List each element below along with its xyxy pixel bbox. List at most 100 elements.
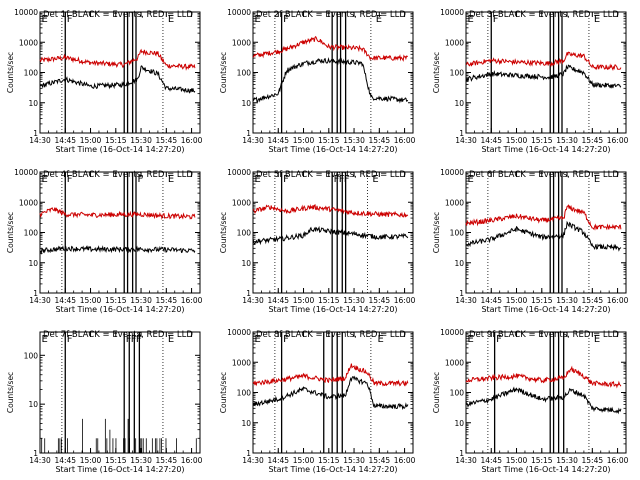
chart-panel-3: Det 3f BLACK = Events, RED = LLD 1 10 100 10…: [432, 8, 629, 154]
lld-rate-line: [252, 363, 409, 387]
y-tick-label: 1: [246, 289, 251, 298]
segment-annotation: F: [493, 14, 499, 25]
event-rate-line: [39, 245, 196, 255]
y-tick-label: 1000: [19, 38, 38, 47]
x-tick-label: 14:30: [242, 456, 264, 465]
y-tick-label: 1000: [445, 38, 464, 47]
x-axis-label: Start Time (16-Oct-14 14:27:20): [268, 465, 397, 474]
y-axis-label: Counts/sec: [432, 372, 441, 413]
chart-title: Det 1f BLACK = Events, RED = LLD: [43, 10, 193, 20]
x-axis-label: Start Time (16-Oct-14 14:27:20): [55, 145, 184, 154]
chart-panel-6: Det 6f BLACK = Events, RED = LLD 1 10 100 10…: [432, 168, 629, 314]
segment-annotation: F: [136, 334, 142, 345]
x-tick-label: 15:00: [80, 296, 102, 305]
x-tick-label: 15:15: [105, 456, 127, 465]
event-rate-line: [252, 375, 409, 411]
segment-annotation: F: [126, 334, 132, 345]
x-tick-label: 15:30: [130, 456, 152, 465]
y-tick-label: 10000: [14, 8, 38, 17]
x-tick-label: 14:30: [455, 456, 477, 465]
segment-annotation: F: [496, 334, 502, 345]
y-tick-label: 10: [454, 259, 464, 268]
y-tick-label: 10: [28, 400, 38, 409]
x-tick-label: 15:45: [156, 456, 178, 465]
lld-rate-line: [252, 203, 409, 218]
chart-title: Det 6f BLACK = Events, RED = LLD: [469, 170, 619, 180]
x-tick-label: 15:15: [105, 136, 127, 145]
y-tick-label: 10: [28, 99, 38, 108]
x-axis-label: Start Time (16-Oct-14 14:27:20): [55, 305, 184, 314]
x-tick-label: 15:00: [506, 456, 528, 465]
x-tick-label: 14:45: [480, 456, 502, 465]
y-tick-label: 1000: [232, 198, 251, 207]
chart-panel-4: Det 4f BLACK = Events, RED = LLD 1 10 100 10…: [6, 168, 203, 314]
x-tick-label: 15:15: [318, 136, 340, 145]
x-tick-label: 14:45: [480, 296, 502, 305]
x-axis-label: Start Time (16-Oct-14 14:27:20): [268, 145, 397, 154]
x-tick-label: 15:30: [130, 296, 152, 305]
y-tick-label: 10000: [14, 168, 38, 177]
x-tick-label: 15:00: [506, 136, 528, 145]
x-tick-label: 14:45: [54, 296, 76, 305]
lld-rate-line: [39, 48, 196, 71]
segment-annotation: E: [255, 174, 261, 185]
y-tick-label: 10: [241, 259, 251, 268]
y-tick-label: 100: [24, 351, 39, 360]
y-tick-label: 10: [28, 259, 38, 268]
x-tick-label: 15:45: [369, 136, 391, 145]
y-axis-label: Counts/sec: [432, 52, 441, 93]
segment-annotation: F: [67, 334, 73, 345]
segment-annotation: E: [168, 14, 174, 25]
event-rate-line: [252, 225, 409, 246]
x-tick-label: 15:45: [582, 136, 604, 145]
y-tick-label: 1000: [232, 38, 251, 47]
segment-annotation: F: [67, 174, 73, 185]
x-tick-label: 15:45: [156, 296, 178, 305]
x-tick-label: 15:00: [293, 136, 315, 145]
y-axis-label: Counts/sec: [219, 52, 228, 93]
x-tick-label: 15:30: [556, 456, 578, 465]
x-tick-label: 15:30: [343, 296, 365, 305]
x-tick-label: 15:00: [80, 136, 102, 145]
segment-annotation: E: [594, 174, 600, 185]
x-tick-label: 15:45: [156, 136, 178, 145]
y-tick-label: 1000: [19, 198, 38, 207]
chart-title: Det 2f BLACK = Events, RED = LLD: [256, 10, 406, 20]
event-rate-line: [39, 65, 196, 94]
x-tick-label: 14:45: [267, 136, 289, 145]
lld-rate-line: [465, 365, 622, 389]
segment-annotation: F: [138, 174, 144, 185]
x-tick-label: 15:00: [80, 456, 102, 465]
segment-annotation: E: [376, 14, 382, 25]
segment-annotation: E: [377, 334, 383, 345]
y-axis-label: Counts/sec: [219, 212, 228, 253]
x-tick-label: 16:00: [607, 456, 629, 465]
x-tick-label: 15:15: [105, 296, 127, 305]
y-tick-label: 100: [237, 69, 252, 78]
y-axis-label: Counts/sec: [432, 212, 441, 253]
x-axis-label: Start Time (16-Oct-14 14:27:20): [481, 145, 610, 154]
x-tick-label: 15:00: [293, 296, 315, 305]
segment-annotation: E: [372, 174, 378, 185]
x-tick-label: 16:00: [181, 456, 203, 465]
segment-annotation: E: [255, 14, 261, 25]
y-tick-label: 10000: [440, 168, 464, 177]
x-tick-label: 15:30: [130, 136, 152, 145]
y-tick-label: 1: [459, 289, 464, 298]
x-tick-label: 16:00: [607, 136, 629, 145]
x-tick-label: 15:30: [343, 456, 365, 465]
x-tick-label: 14:45: [267, 296, 289, 305]
segment-annotation: F: [283, 174, 289, 185]
segment-annotation: F: [339, 174, 345, 185]
segment-annotation: E: [42, 174, 48, 185]
y-tick-label: 100: [450, 69, 465, 78]
y-tick-label: 100: [450, 389, 465, 398]
x-axis-label: Start Time (16-Oct-14 14:27:20): [268, 305, 397, 314]
x-tick-label: 14:30: [455, 136, 477, 145]
y-tick-label: 10000: [227, 8, 251, 17]
x-tick-label: 16:00: [394, 136, 416, 145]
lld-rate-line: [465, 51, 622, 72]
x-axis-label: Start Time (16-Oct-14 14:27:20): [481, 305, 610, 314]
segment-annotation: E: [42, 14, 48, 25]
